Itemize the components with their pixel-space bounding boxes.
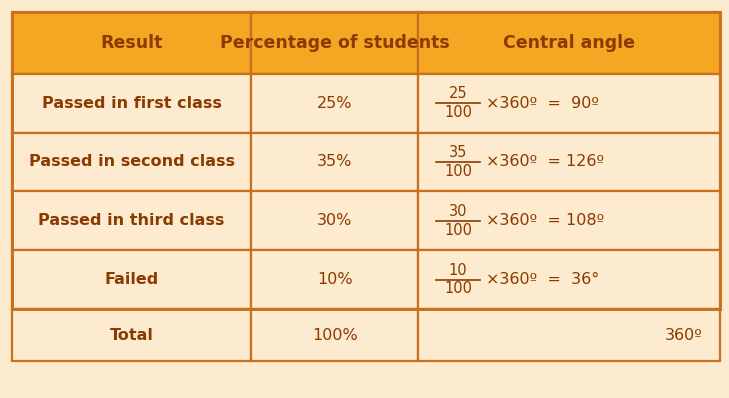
Bar — [12, 191, 252, 250]
Bar — [252, 12, 418, 74]
Bar — [418, 12, 720, 74]
Bar — [252, 309, 418, 361]
Text: ×360º  =  36°: ×360º = 36° — [486, 272, 599, 287]
Text: Passed in third class: Passed in third class — [39, 213, 225, 228]
Text: 360º: 360º — [664, 328, 702, 343]
Bar — [418, 133, 720, 191]
Bar — [12, 12, 252, 74]
Text: 10: 10 — [449, 263, 467, 278]
Text: ×360º  =  90º: ×360º = 90º — [486, 96, 599, 111]
Text: ×360º  = 126º: ×360º = 126º — [486, 154, 604, 170]
Text: 30: 30 — [449, 204, 467, 219]
Text: 10%: 10% — [317, 272, 353, 287]
Text: 100: 100 — [444, 105, 472, 120]
Text: Percentage of students: Percentage of students — [220, 34, 450, 52]
Bar — [418, 74, 720, 133]
Text: Failed: Failed — [104, 272, 159, 287]
Text: Central angle: Central angle — [503, 34, 635, 52]
Bar — [12, 74, 252, 133]
Bar — [418, 250, 720, 309]
Bar — [418, 191, 720, 250]
Text: 100: 100 — [444, 281, 472, 297]
Bar — [252, 250, 418, 309]
Bar — [12, 12, 720, 309]
Text: 35: 35 — [449, 145, 467, 160]
Bar — [12, 309, 252, 361]
Bar — [252, 133, 418, 191]
Text: 100: 100 — [444, 164, 472, 179]
Bar — [12, 133, 252, 191]
Text: 25%: 25% — [317, 96, 353, 111]
Text: Passed in first class: Passed in first class — [42, 96, 222, 111]
Text: 35%: 35% — [317, 154, 352, 170]
Text: ×360º  = 108º: ×360º = 108º — [486, 213, 604, 228]
Text: Result: Result — [101, 34, 163, 52]
Bar — [252, 74, 418, 133]
Bar — [418, 309, 720, 361]
Bar — [252, 191, 418, 250]
Bar — [12, 250, 252, 309]
Text: 100: 100 — [444, 222, 472, 238]
Text: 100%: 100% — [312, 328, 358, 343]
Text: Passed in second class: Passed in second class — [28, 154, 235, 170]
Text: Total: Total — [109, 328, 153, 343]
Text: 25: 25 — [449, 86, 467, 101]
Text: 30%: 30% — [317, 213, 352, 228]
